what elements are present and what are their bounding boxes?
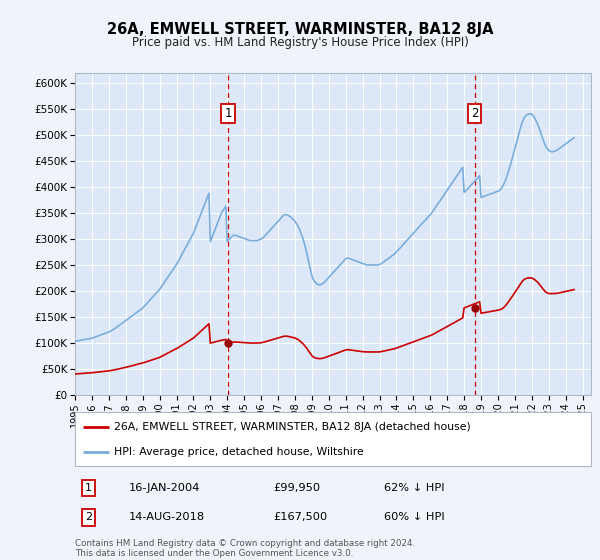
Text: Contains HM Land Registry data © Crown copyright and database right 2024.: Contains HM Land Registry data © Crown c… — [75, 539, 415, 548]
Text: 62% ↓ HPI: 62% ↓ HPI — [384, 483, 445, 493]
Text: 2: 2 — [471, 106, 478, 119]
Text: £99,950: £99,950 — [273, 483, 320, 493]
Text: 26A, EMWELL STREET, WARMINSTER, BA12 8JA: 26A, EMWELL STREET, WARMINSTER, BA12 8JA — [107, 22, 493, 38]
Text: 1: 1 — [224, 106, 232, 119]
Text: 14-AUG-2018: 14-AUG-2018 — [129, 512, 205, 522]
Text: 1: 1 — [85, 483, 92, 493]
Text: 60% ↓ HPI: 60% ↓ HPI — [384, 512, 445, 522]
Text: £167,500: £167,500 — [273, 512, 327, 522]
Text: HPI: Average price, detached house, Wiltshire: HPI: Average price, detached house, Wilt… — [114, 447, 364, 458]
Text: This data is licensed under the Open Government Licence v3.0.: This data is licensed under the Open Gov… — [75, 549, 353, 558]
Text: 2: 2 — [85, 512, 92, 522]
Text: 26A, EMWELL STREET, WARMINSTER, BA12 8JA (detached house): 26A, EMWELL STREET, WARMINSTER, BA12 8JA… — [114, 422, 470, 432]
Text: 16-JAN-2004: 16-JAN-2004 — [129, 483, 200, 493]
Text: Price paid vs. HM Land Registry's House Price Index (HPI): Price paid vs. HM Land Registry's House … — [131, 36, 469, 49]
